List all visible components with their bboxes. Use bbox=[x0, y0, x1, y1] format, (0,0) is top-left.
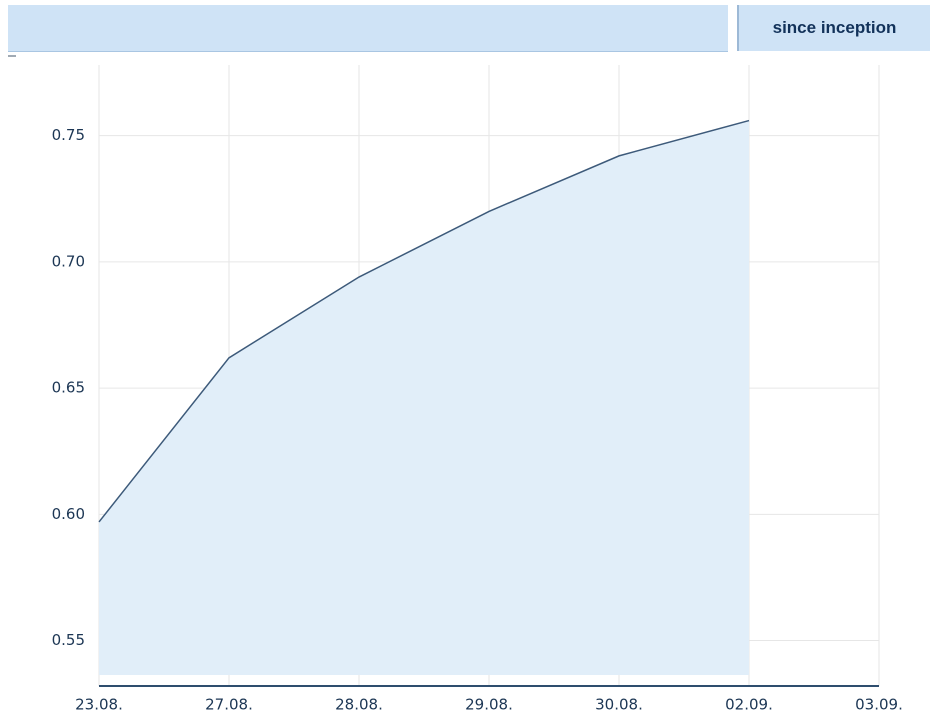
header-bar bbox=[8, 5, 728, 52]
area bbox=[99, 120, 749, 676]
y-tick-label: 0.60 bbox=[52, 505, 85, 523]
y-tick-label: 0.75 bbox=[52, 126, 85, 144]
x-tick-label: 23.08. bbox=[75, 696, 123, 714]
x-tick-label: 03.09. bbox=[855, 696, 903, 714]
x-tick-label: 02.09. bbox=[725, 696, 773, 714]
y-tick-label: 0.70 bbox=[52, 252, 85, 270]
tab-button[interactable]: since inception bbox=[737, 5, 930, 51]
line bbox=[98, 119, 750, 523]
x-tick-label: 28.08. bbox=[335, 696, 383, 714]
corner-mark bbox=[8, 55, 16, 57]
x-tick-label: 27.08. bbox=[205, 696, 253, 714]
y-tick-label: 0.55 bbox=[52, 631, 85, 649]
x-tick-label: 29.08. bbox=[465, 696, 513, 714]
y-tick-label: 0.65 bbox=[52, 379, 85, 397]
x-tick-label: 30.08. bbox=[595, 696, 643, 714]
